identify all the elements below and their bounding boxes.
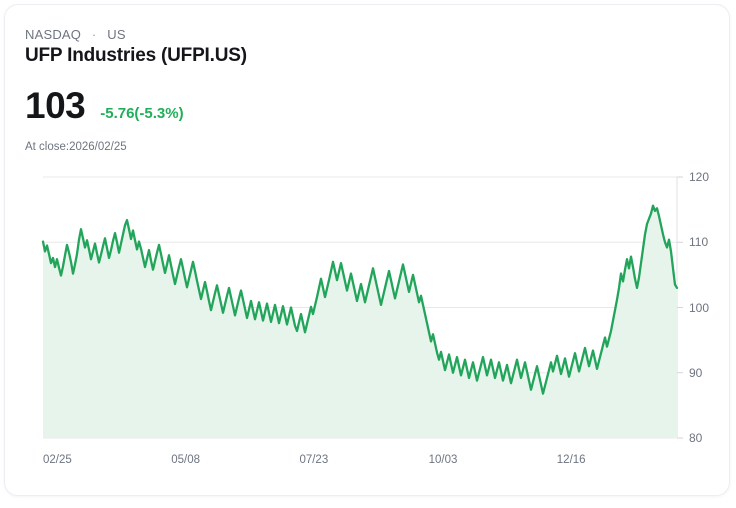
- exchange-name: NASDAQ: [25, 27, 82, 43]
- x-axis-tick-label: 05/08: [171, 454, 201, 466]
- current-price: 103: [25, 85, 86, 126]
- stock-quote-card: NASDAQ · US UFP Industries (UFPI.US) 103…: [4, 4, 730, 496]
- y-axis-tick-label: 120: [689, 170, 710, 184]
- chart-svg: [41, 176, 683, 439]
- chart-area-fill: [43, 205, 677, 438]
- y-axis-tick-label: 80: [689, 431, 703, 445]
- market-region: US: [107, 27, 126, 43]
- exchange-info: NASDAQ · US: [25, 26, 126, 42]
- x-axis-tick-label: 12/16: [556, 454, 586, 466]
- x-axis-tick-label: 07/23: [299, 454, 329, 466]
- y-axis-tick-label: 90: [689, 365, 703, 380]
- x-axis-tick-label: 10/03: [428, 454, 458, 466]
- chart-axis: [676, 176, 683, 439]
- market-status-note: At close:2026/02/25: [25, 141, 127, 153]
- x-axis-tick-label: 02/25: [43, 454, 72, 466]
- chart-line: [41, 204, 679, 395]
- page-title: UFP Industries (UFPI.US): [25, 45, 247, 66]
- separator-dot: ·: [91, 27, 97, 43]
- price-row: 103 -5.76(-5.3%): [25, 85, 184, 127]
- price-chart[interactable]: 120 110 100 90 80 02/25 05/08 07/23 10/03 12/16: [5, 5, 729, 495]
- y-axis-tick-label: 100: [689, 300, 710, 315]
- y-axis-tick-label: 110: [689, 235, 709, 250]
- price-change: -5.76(-5.3%): [100, 105, 184, 122]
